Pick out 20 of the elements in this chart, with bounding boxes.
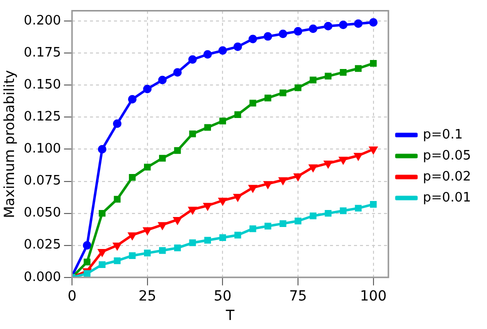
x-axis-title: T <box>224 308 235 324</box>
y-tick-label: 0.100 <box>24 142 62 157</box>
x-tick-label: 100 <box>360 288 387 304</box>
legend-label: p=0.01 <box>422 190 472 206</box>
x-tick-label: 0 <box>68 288 76 304</box>
y-tick-label: 0.175 <box>24 45 62 60</box>
y-tick-label: 0.200 <box>24 13 62 28</box>
y-tick-label: 0.150 <box>24 78 62 93</box>
y-tick-label: 0.125 <box>24 110 62 125</box>
legend-label: p=0.02 <box>422 169 472 184</box>
legend-label: p=0.05 <box>422 148 472 164</box>
legend-label: p=0.1 <box>422 127 463 142</box>
y-tick-label: 0.050 <box>24 206 62 221</box>
y-tick-label: 0.025 <box>24 238 62 253</box>
x-tick-label: 75 <box>289 288 307 304</box>
x-tick-label: 50 <box>214 288 232 304</box>
y-axis-title: Maximum probability <box>2 70 18 218</box>
x-tick-label: 25 <box>138 288 156 304</box>
y-tick-label: 0.000 <box>24 270 62 285</box>
y-tick-label: 0.075 <box>24 174 62 189</box>
